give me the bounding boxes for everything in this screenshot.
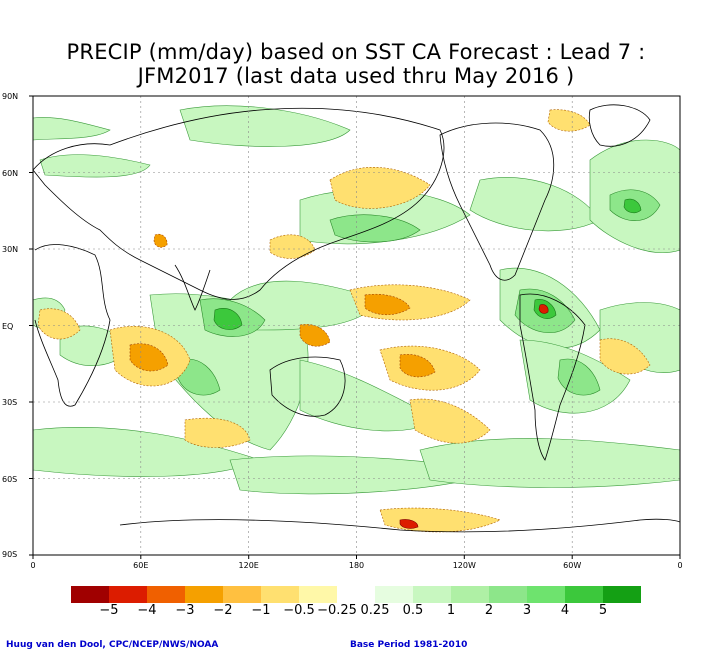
colorbar-label: 3 — [522, 603, 532, 618]
colorbar-label: −2 — [213, 603, 233, 618]
credit-base-period: Base Period 1981-2010 — [350, 640, 468, 650]
lat-label: 90S — [2, 550, 18, 559]
map-title-line-1: PRECIP (mm/day) based on SST CA Forecast… — [66, 40, 646, 64]
colorbar-label: 0.25 — [360, 603, 390, 618]
colorbar-swatch — [451, 586, 489, 603]
lat-label: 60N — [2, 168, 19, 178]
axis-ticks — [29, 95, 681, 559]
greenland-outline — [588, 104, 651, 147]
lat-label: 30N — [2, 245, 19, 254]
colorbar-swatch — [109, 586, 147, 603]
colorbar-swatch — [489, 586, 527, 603]
colorbar-label: −4 — [137, 603, 157, 618]
colorbar-swatch — [565, 586, 603, 603]
lat-label: 30S — [2, 398, 18, 407]
colorbar-label: −0.25 — [317, 603, 357, 618]
lat-label: EQ — [2, 321, 14, 331]
lat-label: 90N — [2, 92, 19, 101]
colorbar-label: −1 — [251, 603, 271, 618]
colorbar-swatch — [413, 586, 451, 603]
graticule — [33, 96, 680, 555]
colorbar-label: 2 — [484, 603, 494, 618]
antarctica-outline — [119, 518, 680, 533]
colorbar-swatch — [603, 586, 641, 603]
lon-label: 120E — [238, 561, 259, 570]
lon-label: 0 — [677, 561, 683, 570]
colorbar-swatch — [185, 586, 223, 603]
north-america-outline — [439, 122, 555, 281]
lat-label: 60S — [2, 474, 18, 484]
colorbar-swatch — [299, 586, 337, 603]
colorbar-label: 0.5 — [402, 603, 424, 618]
colorbar-swatch — [261, 586, 299, 603]
lon-label: 180 — [348, 561, 365, 570]
colorbar-label: 1 — [446, 603, 456, 618]
credit-author: Huug van den Dool, CPC/NCEP/NWS/NOAA — [6, 640, 219, 650]
colorbar-label: 4 — [560, 603, 570, 618]
colorbar-swatch — [71, 586, 109, 603]
colorbar-swatch — [527, 586, 565, 603]
colorbar-label: 5 — [598, 603, 608, 618]
colorbar-swatch — [147, 586, 185, 603]
colorbar-label: −0.5 — [283, 603, 315, 618]
colorbar-label: −3 — [175, 603, 195, 618]
lon-label: 60E — [133, 561, 149, 570]
lon-label: 0 — [30, 561, 36, 570]
negative-anomaly-strong-regions — [129, 233, 436, 378]
negative-anomaly-extreme-regions — [399, 304, 549, 529]
colorbar — [71, 586, 641, 603]
lon-label: 60W — [563, 561, 582, 570]
india-outline — [174, 264, 211, 311]
south-america-outline — [519, 293, 586, 461]
coastlines — [33, 104, 680, 533]
colorbar-swatch — [337, 586, 375, 603]
colorbar-swatch — [223, 586, 261, 603]
map-title-line-2: JFM2017 (last data used thru May 2016 ) — [137, 64, 575, 88]
colorbar-swatch — [375, 586, 413, 603]
africa-outline — [34, 244, 111, 407]
colorbar-label: −5 — [99, 603, 119, 618]
europe-asia-outline — [33, 107, 445, 300]
australia-outline — [269, 356, 346, 417]
lon-label: 120W — [452, 561, 476, 570]
